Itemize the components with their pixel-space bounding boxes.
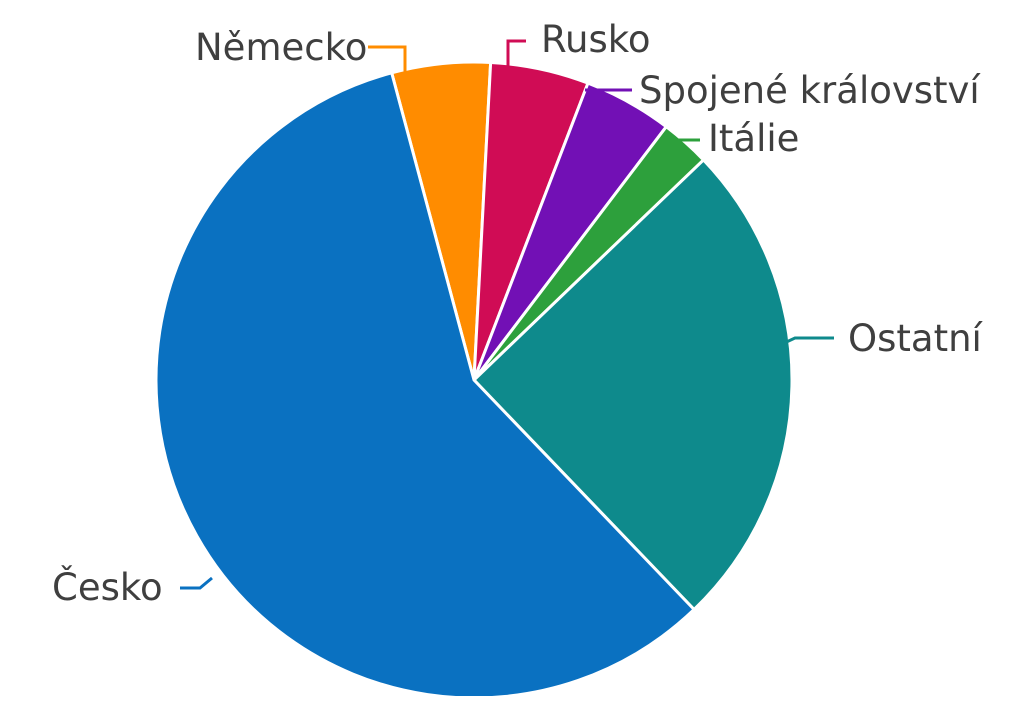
leader-line-nemecko	[368, 45, 407, 75]
slice-label-spojene-kralovstvi: Spojené království	[639, 69, 981, 112]
slice-ostatni	[472, 158, 794, 612]
leader-line-cesko	[180, 576, 213, 590]
slice-label-nemecko: Německo	[195, 26, 367, 69]
leader-lines	[180, 39, 834, 590]
slice-label-rusko: Rusko	[541, 18, 651, 61]
pie-slices	[154, 60, 794, 700]
leader-line-ostatni	[779, 336, 834, 347]
slice-label-ostatni: Ostatní	[848, 317, 984, 360]
slice-label-italie: Itálie	[708, 117, 799, 160]
slice-cesko	[154, 71, 696, 700]
slice-label-cesko: Česko	[52, 565, 163, 609]
slice-labels: Německo Rusko Spojené království Itálie Osta…	[52, 18, 984, 609]
leader-line-rusko	[506, 39, 526, 70]
